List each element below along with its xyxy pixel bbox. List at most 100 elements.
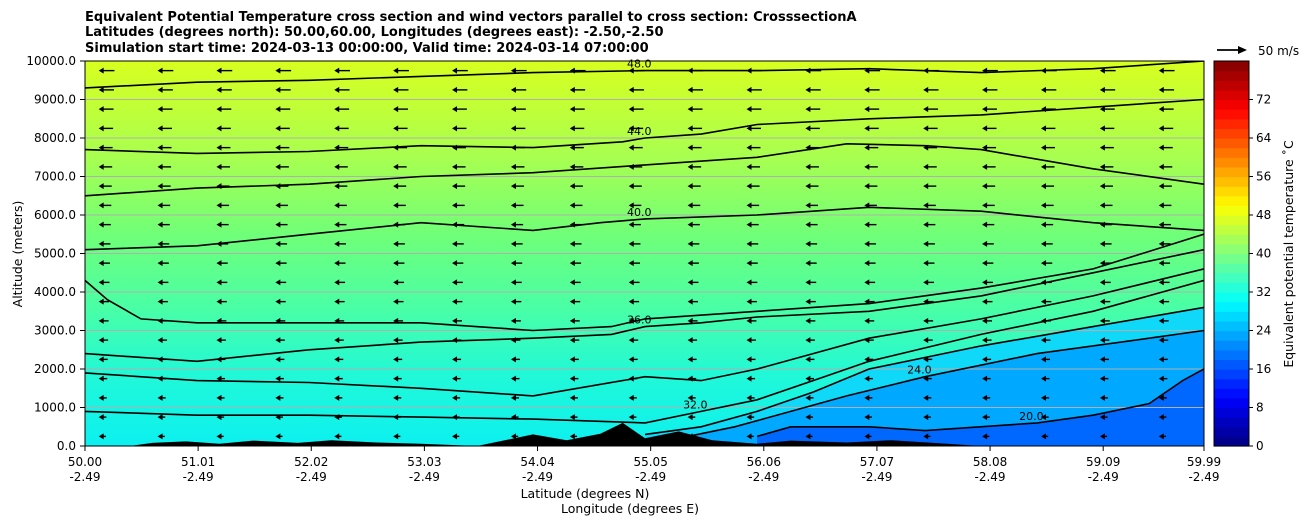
wind-vector (805, 356, 815, 363)
wind-vector (746, 144, 761, 151)
quiver-key-label: 50 m/s (1258, 44, 1299, 58)
wind-vector (569, 144, 584, 151)
wind-vector (157, 67, 174, 74)
wind-vector (746, 279, 758, 286)
wind-vector (1158, 240, 1171, 247)
wind-vector (510, 67, 527, 74)
contour-label: 44.0 (627, 125, 652, 138)
wind-vector (216, 221, 229, 228)
wind-vector (923, 337, 933, 344)
wind-vector (864, 125, 879, 132)
quiver-key: 50 m/s (1217, 44, 1299, 58)
wind-vector (510, 298, 522, 305)
wind-vector (1099, 260, 1112, 267)
wind-vector (687, 394, 696, 401)
wind-vector (746, 202, 760, 209)
wind-vector (746, 221, 759, 228)
wind-vector (628, 375, 638, 382)
x-tick-label-lat: 59.99 (1187, 455, 1221, 469)
wind-vector (864, 240, 877, 247)
wind-vector (864, 433, 872, 440)
wind-vector (98, 240, 111, 247)
wind-vector (923, 125, 938, 132)
colorbar-band (1214, 349, 1249, 360)
wind-vector (1158, 414, 1167, 421)
x-tick-label-lon: -2.49 (861, 470, 892, 484)
wind-vector (275, 317, 286, 324)
wind-vector (628, 183, 642, 190)
wind-vector (746, 375, 756, 382)
wind-vector (1158, 183, 1172, 190)
y-tick-label: 10000.0 (26, 54, 76, 68)
wind-vector (982, 260, 994, 267)
wind-vector (864, 298, 875, 305)
colorbar-ticks: 0 8 16 24 32 40 48 56 64 72 (1249, 93, 1271, 453)
wind-vector (1158, 317, 1169, 324)
wind-vector (569, 163, 584, 170)
y-tick-label: 6000.0 (34, 208, 76, 222)
wind-vector (628, 221, 641, 228)
wind-vector (687, 279, 699, 286)
colorbar-band (1214, 215, 1249, 226)
wind-vector (98, 144, 113, 151)
colorbar-tick-label: 0 (1256, 439, 1264, 453)
wind-vector (334, 183, 348, 190)
wind-vector (628, 356, 638, 363)
wind-vector (864, 356, 874, 363)
wind-vector (746, 337, 756, 344)
wind-vector (334, 221, 347, 228)
wind-vector (275, 67, 292, 74)
wind-vector (1099, 375, 1109, 382)
colorbar-band (1214, 80, 1249, 91)
wind-vector (1099, 67, 1116, 74)
wind-vector (393, 317, 404, 324)
wind-vector (334, 202, 347, 209)
wind-vector (510, 163, 525, 170)
x-tick-label-lat: 56.06 (747, 455, 781, 469)
wind-vector (923, 163, 937, 170)
contour-lines (85, 61, 1204, 440)
colorbar-tick-label: 56 (1256, 170, 1271, 184)
wind-vector (1158, 260, 1171, 267)
wind-vector (1158, 433, 1166, 440)
wind-vector (216, 337, 226, 344)
wind-vector (687, 125, 703, 132)
wind-vector (982, 317, 993, 324)
wind-vector (864, 221, 877, 228)
wind-vector (569, 394, 578, 401)
wind-vector (1040, 240, 1053, 247)
wind-vector (805, 221, 818, 228)
wind-vector (452, 337, 462, 344)
wind-vector (982, 202, 995, 209)
wind-vector (923, 394, 932, 401)
wind-vector (864, 183, 878, 190)
wind-vector (687, 317, 698, 324)
wind-vector (393, 202, 406, 209)
wind-vector (275, 202, 288, 209)
wind-vector (98, 106, 114, 113)
x-tick-label-lon: -2.49 (748, 470, 779, 484)
wind-vector (393, 183, 407, 190)
wind-vector (393, 279, 404, 286)
wind-vector (98, 202, 112, 209)
wind-vector (923, 144, 938, 151)
wind-vector (334, 356, 344, 363)
colorbar-tick-label: 24 (1256, 324, 1271, 338)
wind-vector (569, 221, 583, 228)
wind-vector (157, 317, 168, 324)
wind-vector (393, 298, 404, 305)
wind-vector (216, 163, 230, 170)
wind-vector (452, 106, 467, 113)
wind-vector (1040, 298, 1052, 305)
wind-vector (569, 279, 581, 286)
wind-vector (452, 433, 460, 440)
wind-vector (157, 279, 169, 286)
wind-vector (334, 163, 348, 170)
wind-vector (982, 144, 997, 151)
wind-vector (1099, 163, 1114, 170)
wind-vector (452, 394, 461, 401)
wind-vector (452, 375, 461, 382)
wind-vector (923, 183, 937, 190)
wind-vector (628, 163, 643, 170)
